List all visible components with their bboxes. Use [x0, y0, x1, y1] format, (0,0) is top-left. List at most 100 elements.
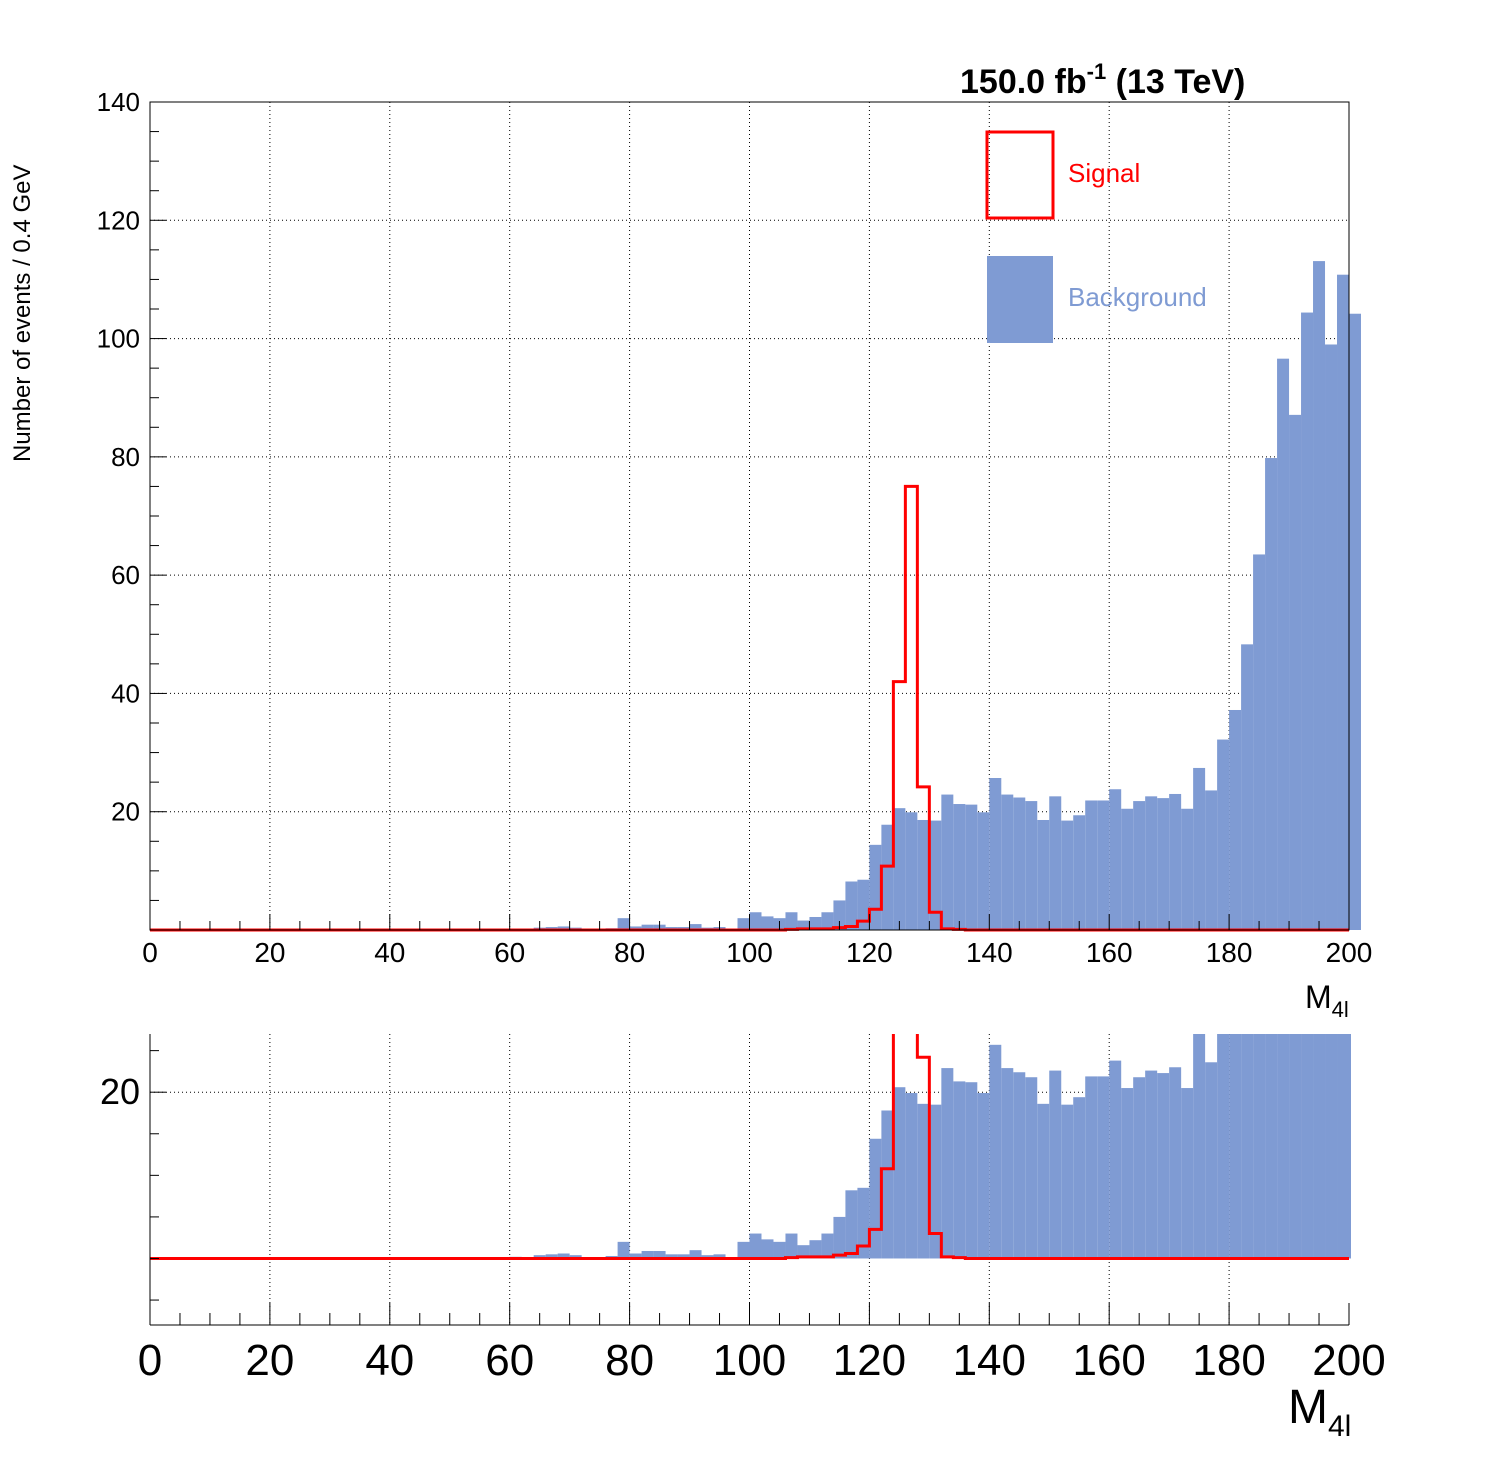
x-tick-label: 180: [1192, 1336, 1265, 1385]
background-bar: [533, 1255, 546, 1259]
y-tick-label: 140: [97, 87, 140, 117]
legend-background-swatch: [987, 256, 1053, 343]
background-bar: [761, 916, 774, 930]
background-bar: [569, 1255, 582, 1259]
x-tick-label: 200: [1326, 937, 1373, 968]
background-bar: [1181, 1088, 1194, 1259]
x-tick-label: 180: [1206, 937, 1253, 968]
background-bar: [1337, 274, 1349, 930]
background-bar: [1073, 815, 1086, 930]
x-axis-label-zoom: M4l: [1288, 1381, 1351, 1443]
background-bar: [641, 924, 654, 930]
background-bar: [905, 1093, 918, 1259]
signal-line: [150, 1034, 1349, 1260]
background-bar: [1241, 1034, 1254, 1259]
background-bar: [1085, 1076, 1098, 1259]
background-bar: [617, 918, 630, 930]
background-bar: [1025, 801, 1038, 930]
background-bar: [845, 881, 858, 930]
background-bar: [941, 1068, 954, 1259]
background-bar: [1349, 313, 1361, 930]
background-bar: [1349, 1034, 1351, 1259]
background-bar: [833, 1216, 846, 1259]
background-bar: [1193, 767, 1206, 930]
background-bar: [1001, 1068, 1014, 1259]
background-bar: [1157, 1073, 1170, 1259]
background-bar: [1133, 1077, 1146, 1259]
x-tick-label: 100: [726, 937, 773, 968]
background-bar: [1277, 358, 1290, 930]
background-bar: [629, 926, 642, 930]
chart-title: 150.0 fb-1 (13 TeV): [960, 59, 1245, 101]
background-bar: [629, 1253, 642, 1259]
background-bar: [1097, 1076, 1110, 1259]
x-tick-label: 40: [374, 937, 405, 968]
background-bar: [785, 912, 798, 930]
background-bar: [809, 916, 822, 930]
background-histogram-zoom: [449, 1034, 1351, 1259]
background-bar: [701, 1255, 714, 1259]
background-bar: [881, 824, 894, 930]
legend-signal-label: Signal: [1068, 158, 1140, 188]
background-bar: [1337, 1034, 1349, 1259]
background-bar: [617, 1241, 630, 1259]
background-bar: [809, 1240, 822, 1259]
background-bar: [833, 900, 846, 930]
x-tick-label: 120: [833, 1336, 906, 1385]
background-bar: [929, 1104, 942, 1259]
background-bar: [1061, 820, 1074, 930]
background-bar: [989, 778, 1002, 930]
background-bar: [1205, 1062, 1218, 1259]
background-bar: [1181, 808, 1194, 930]
background-bar: [857, 1187, 870, 1259]
x-tick-label: 160: [1086, 937, 1133, 968]
background-bar: [953, 1081, 966, 1259]
background-bar: [941, 794, 954, 930]
background-bar: [689, 1250, 702, 1259]
background-bar: [893, 1087, 906, 1259]
lumi-sup: -1: [1087, 59, 1107, 84]
background-bar: [1169, 793, 1182, 930]
background-bar: [713, 1254, 726, 1259]
background-bar: [1121, 808, 1134, 930]
x-tick-label: 200: [1312, 1336, 1385, 1385]
background-bar: [1169, 1067, 1182, 1259]
background-bar: [977, 1093, 990, 1259]
background-bar: [1109, 1060, 1122, 1259]
background-bar: [1325, 344, 1338, 930]
background-bar: [989, 1044, 1002, 1259]
x-tick-label: 160: [1072, 1336, 1145, 1385]
background-bar: [1145, 1070, 1158, 1259]
x-tick-label: 80: [605, 1336, 654, 1385]
background-bar: [893, 808, 906, 930]
x-tick-label: 120: [846, 937, 893, 968]
background-bar: [1301, 312, 1314, 930]
x-tick-label: 40: [365, 1336, 414, 1385]
background-bar: [797, 920, 810, 930]
background-bar: [545, 1254, 558, 1259]
y-tick-label: 120: [97, 205, 140, 235]
background-bar: [797, 1245, 810, 1259]
background-bar: [1205, 790, 1218, 930]
y-tick-label: 80: [111, 442, 140, 472]
signal-histogram-zoom: [150, 1034, 1349, 1260]
background-bar: [1229, 709, 1242, 930]
background-bar: [1025, 1077, 1038, 1259]
legend: Signal Background: [985, 130, 1207, 343]
x-tick-label: 60: [485, 1336, 534, 1385]
background-bar: [557, 1253, 570, 1259]
background-bar: [689, 924, 702, 930]
background-bar: [1313, 1034, 1326, 1259]
background-bar: [1253, 1034, 1266, 1259]
y-tick-label: 100: [97, 324, 140, 354]
x-tick-label: 20: [245, 1336, 294, 1385]
background-bar: [1253, 554, 1266, 930]
background-bar: [965, 1082, 978, 1259]
y-tick-label: 20: [111, 797, 140, 827]
y-tick-label: 20: [100, 1071, 140, 1112]
background-bar: [1301, 1034, 1314, 1259]
background-bar: [977, 812, 990, 930]
background-bar: [1325, 1034, 1338, 1259]
background-bar: [749, 912, 762, 930]
